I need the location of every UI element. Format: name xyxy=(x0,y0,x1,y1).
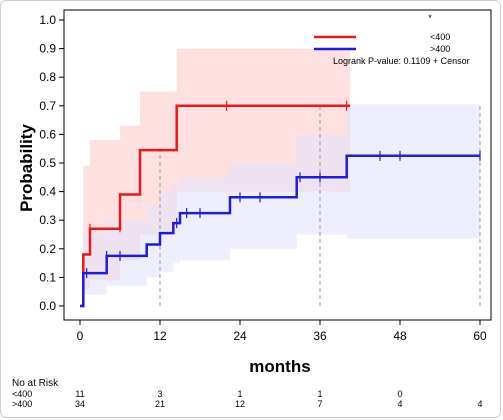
plot-area-border xyxy=(63,9,492,321)
x-tick-label: 36 xyxy=(313,329,327,343)
y-tick-label: 0.6 xyxy=(39,127,56,141)
risk-count: 7 xyxy=(317,399,322,409)
risk-count: 4 xyxy=(477,399,482,409)
y-tick-label: 0.1 xyxy=(39,270,56,284)
legend-label-gt400: >400 xyxy=(430,44,450,54)
risk-table: No at Risk <400 >400 11 3 1 1 034 21 12 7 4 4 xyxy=(12,378,483,409)
risk-count: 34 xyxy=(75,399,85,409)
survival-curve-1 xyxy=(80,154,480,308)
y-tick-label: 0.7 xyxy=(39,99,56,113)
risk-count: 3 xyxy=(157,389,162,399)
y-axis-title: Probability xyxy=(17,124,36,212)
risk-count: 1 xyxy=(237,389,242,399)
y-tick-label: 0.0 xyxy=(39,299,56,313)
ci-band-0 xyxy=(80,48,350,306)
legend: * <400 >400 Logrank P-value: 0.1109 + Ce… xyxy=(314,13,470,66)
risk-row-label-gt400: >400 xyxy=(12,399,32,409)
risk-count: 12 xyxy=(235,399,245,409)
y-tick-label: 0.3 xyxy=(39,213,56,227)
risk-count: 11 xyxy=(75,389,84,399)
risk-table-title: No at Risk xyxy=(12,378,59,389)
risk-row-label-lt400: <400 xyxy=(12,389,32,399)
y-tick-label: 1.0 xyxy=(39,13,56,27)
x-tick-label: 0 xyxy=(77,329,84,343)
y-tick-label: 0.9 xyxy=(39,42,56,56)
logrank-annotation: Logrank P-value: 0.1109 + Censor xyxy=(333,56,470,66)
censor-marks xyxy=(86,100,481,279)
risk-count: 4 xyxy=(397,399,402,409)
legend-header: * xyxy=(428,13,432,23)
y-tick-label: 0.8 xyxy=(39,70,56,84)
y-tick-label: 0.4 xyxy=(39,185,56,199)
risk-count: 21 xyxy=(155,399,165,409)
survival-curve-0 xyxy=(80,104,350,308)
axes: 0.0 0.1 0.2 0.3 0.4 0.5 0.6 0.7 0.8 0.9 1.0 0 12 24 36… xyxy=(39,9,492,343)
reference-lines xyxy=(159,105,481,306)
y-tick-label: 0.2 xyxy=(39,242,56,256)
x-tick-label: 60 xyxy=(473,329,487,343)
x-axis-title: months xyxy=(249,357,310,376)
survival-curves xyxy=(80,104,480,308)
x-tick-label: 48 xyxy=(393,329,407,343)
risk-count: 0 xyxy=(397,389,402,399)
y-tick-label: 0.5 xyxy=(39,156,56,170)
risk-count: 1 xyxy=(317,389,322,399)
x-tick-label: 24 xyxy=(233,329,247,343)
x-tick-label: 12 xyxy=(153,329,167,343)
legend-label-lt400: <400 xyxy=(430,32,450,42)
